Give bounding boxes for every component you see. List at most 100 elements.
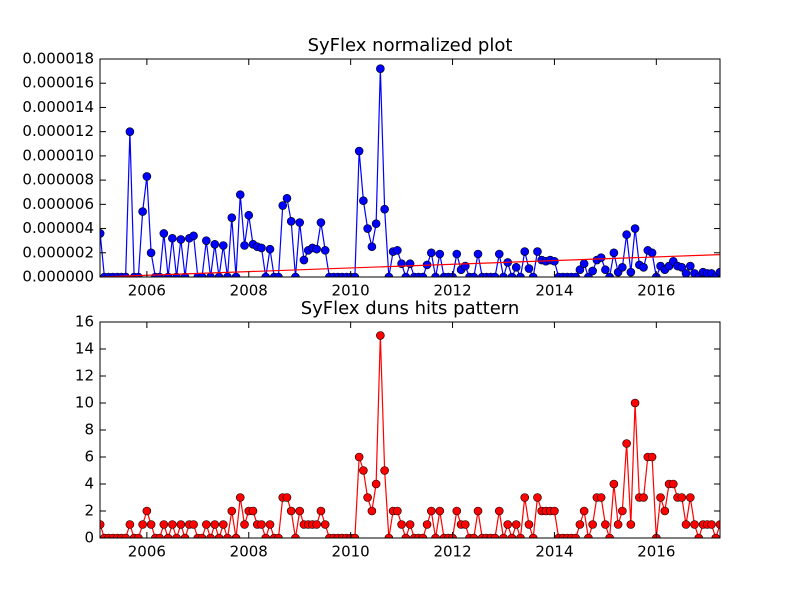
data-point [240, 241, 249, 250]
data-point [134, 533, 143, 538]
data-point [435, 249, 445, 259]
data-point [380, 466, 389, 475]
data-point [571, 533, 580, 538]
data-point [584, 533, 593, 538]
data-point [681, 520, 691, 529]
data-point [248, 506, 258, 516]
data-point [401, 272, 411, 277]
data-line [100, 253, 720, 277]
data-point [261, 533, 271, 538]
data-point [189, 231, 198, 241]
data-point [520, 247, 530, 256]
y-tick-label: 0.000012 [22, 122, 94, 140]
data-point [159, 229, 169, 238]
y-tick-label: 0.000014 [22, 98, 94, 116]
y-tick-label: 0.000000 [22, 268, 94, 286]
data-point [511, 520, 521, 529]
data-point [282, 493, 292, 502]
data-point [707, 520, 716, 529]
data-point [677, 263, 687, 272]
data-point [244, 210, 254, 220]
data-point [579, 259, 589, 268]
data-point [601, 265, 610, 275]
data-point [312, 520, 321, 529]
data-point [125, 127, 135, 136]
data-point [231, 533, 241, 538]
data-point [660, 506, 670, 516]
data-point [393, 506, 402, 516]
data-point [384, 533, 394, 538]
data-point [210, 520, 220, 529]
data-point [677, 493, 687, 502]
data-point [626, 267, 636, 277]
data-point [588, 266, 597, 276]
data-point [715, 520, 720, 529]
data-point [176, 235, 186, 244]
data-point [376, 64, 385, 73]
data-point [473, 249, 483, 259]
x-tick-label: 2010 [332, 543, 370, 561]
data-point [168, 233, 177, 243]
data-point [647, 248, 657, 258]
data-point [320, 520, 330, 529]
x-tick-label: 2008 [230, 543, 268, 561]
axes-frame [99, 58, 721, 278]
data-point [291, 272, 300, 277]
y-tick-label: 0.000010 [22, 146, 94, 164]
data-point [371, 479, 381, 489]
y-tick-label: 0.000008 [22, 171, 94, 189]
data-point [218, 520, 228, 529]
data-point [121, 533, 130, 538]
data-point [367, 506, 377, 516]
data-point [668, 479, 678, 489]
data-point [320, 246, 330, 255]
y-tick-label: 0.000016 [22, 74, 94, 92]
data-point [359, 196, 368, 205]
data-point [299, 255, 309, 265]
data-point [295, 218, 305, 227]
data-point [316, 218, 326, 227]
x-tick-label: 2014 [535, 543, 573, 561]
data-point [622, 230, 631, 239]
y-tick-label: 4 [84, 475, 94, 493]
data-point [350, 272, 360, 277]
data-point [350, 533, 360, 538]
x-tick-label: 2016 [637, 543, 675, 561]
y-tick-label: 0.000018 [22, 50, 94, 68]
y-tick-label: 12 [75, 367, 94, 385]
data-point [711, 533, 720, 538]
data-point [520, 493, 530, 502]
data-point [223, 272, 232, 277]
data-point [550, 506, 559, 516]
data-point [168, 520, 177, 529]
data-point [656, 493, 665, 502]
data-point [511, 263, 521, 272]
data-point [575, 520, 585, 529]
data-point [227, 213, 237, 222]
data-point [571, 272, 580, 277]
data-point [473, 506, 483, 516]
data-point [286, 506, 296, 516]
data-point [524, 520, 534, 529]
data-point [354, 452, 364, 462]
y-tick-label: 0.000002 [22, 243, 94, 261]
x-tick-label: 2006 [128, 282, 166, 300]
x-tick-label: 2006 [128, 543, 166, 561]
data-point [405, 520, 415, 529]
data-point [235, 493, 245, 502]
y-tick-label: 2 [84, 502, 94, 520]
data-point [418, 272, 428, 277]
data-point [605, 272, 614, 277]
x-tick-label: 2016 [637, 282, 675, 300]
data-point [494, 506, 504, 516]
data-point [282, 193, 292, 203]
data-point [159, 520, 169, 529]
data-point [384, 272, 394, 277]
data-point [499, 272, 508, 277]
data-point [261, 272, 271, 277]
data-point [371, 219, 381, 229]
y-tick-label: 10 [75, 394, 94, 412]
data-point [418, 533, 428, 538]
data-point [588, 520, 597, 529]
